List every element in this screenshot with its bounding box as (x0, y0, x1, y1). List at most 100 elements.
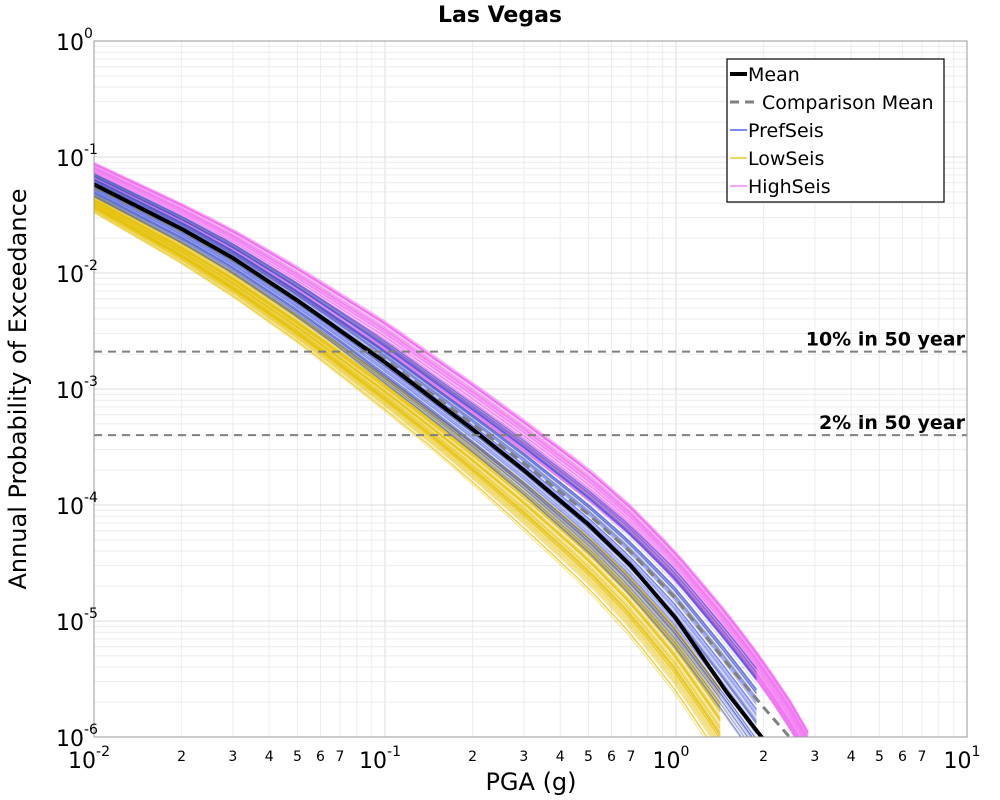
series-line-highseis (94, 171, 804, 737)
series-line-prefseis (94, 175, 757, 680)
series-line-prefseis (94, 193, 749, 737)
series-line-highseis (94, 179, 797, 737)
series-line-lowseis (94, 199, 721, 710)
series-line-highseis (94, 173, 802, 737)
series-line-prefseis (94, 179, 757, 695)
series-line-prefseis (94, 181, 757, 701)
reference-line-label: 2% in 50 year (819, 412, 966, 434)
series-line-prefseis (94, 175, 757, 679)
legend: Mean Comparison Mean PrefSeis LowSeis HighSe… (726, 58, 945, 203)
series-line-highseis (94, 163, 809, 735)
legend-entry: Mean (748, 64, 800, 86)
series-line-prefseis (94, 181, 757, 702)
series-line-highseis (94, 180, 796, 737)
series-line-highseis (94, 169, 806, 737)
series-line-highseis (94, 163, 809, 734)
series-line-prefseis-mix (94, 196, 741, 737)
x-minor-tick-label: 6 (607, 749, 616, 765)
legend-entry: PrefSeis (748, 120, 824, 142)
series-line-highseis (94, 176, 799, 737)
x-minor-tick-label: 2 (759, 749, 768, 765)
series-line-highseis (94, 163, 809, 734)
series-line-lowseis (94, 194, 721, 690)
series-line-highseis (94, 172, 803, 737)
series-line-lowseis (94, 202, 721, 721)
series-line-highseis (94, 163, 809, 735)
series-line-lowseis (94, 206, 721, 737)
series-line-lowseis (94, 194, 721, 690)
x-minor-tick-label: 3 (810, 749, 819, 765)
series-line-lowseis (94, 202, 721, 722)
series-line-lowseis (94, 207, 717, 737)
series-line-lowseis (94, 201, 721, 719)
series-line-prefseis (94, 179, 757, 694)
series-line-lowseis (94, 203, 721, 726)
y-tick-label: 10-6 (56, 722, 98, 752)
series-line-highseis (94, 168, 807, 737)
series-line-lowseis (94, 198, 721, 707)
series-line-prefseis-mix (94, 194, 747, 737)
series-line-lowseis (94, 195, 721, 692)
series-line-highseis (94, 173, 802, 737)
series-line-prefseis (94, 173, 757, 670)
series-line-highseis (94, 163, 809, 734)
legend-box (726, 58, 945, 203)
series-line-prefseis (94, 194, 745, 737)
x-minor-tick-label: 6 (316, 749, 325, 765)
series-line-lowseis (94, 206, 721, 736)
series-line-lowseis (94, 205, 721, 734)
x-minor-tick-label: 7 (335, 749, 344, 765)
series-line-prefseis (94, 178, 757, 690)
series-line-lowseis (94, 202, 721, 722)
series-line-highseis (94, 179, 797, 737)
series-line-prefseis (94, 191, 753, 737)
x-tick-label: 100 (653, 744, 690, 774)
series-line-lowseis (94, 206, 720, 737)
series-line-lowseis (94, 211, 708, 737)
series-line-prefseis (94, 195, 743, 737)
series-line-highseis (94, 180, 796, 737)
series-line-prefseis-mix (94, 178, 757, 691)
x-tick-label: 10-2 (68, 744, 110, 774)
series-line-prefseis (94, 192, 751, 737)
series-line-highseis (94, 177, 799, 737)
series-line-highseis (94, 179, 797, 737)
series-line-prefseis-mix (94, 195, 743, 737)
series-line-lowseis (94, 200, 721, 713)
series-line-lowseis (94, 208, 715, 737)
series-line-lowseis (94, 204, 721, 729)
series-line-highseis (94, 175, 800, 737)
series-line-highseis (94, 175, 800, 737)
series-line-highseis (94, 177, 798, 737)
series-line-highseis (94, 161, 809, 731)
series-line-highseis (94, 163, 809, 734)
series-line-lowseis (94, 199, 721, 709)
series-group (94, 161, 809, 737)
series-line-highseis (94, 174, 801, 737)
series-line-highseis (94, 180, 796, 737)
series-line-highseis (94, 163, 809, 734)
x-minor-tick-label: 5 (875, 749, 884, 765)
series-line-lowseis (94, 205, 721, 735)
legend-entry: HighSeis (748, 176, 831, 198)
series-line-lowseis (94, 200, 721, 714)
series-line-prefseis-mix (94, 174, 757, 673)
series-line-prefseis (94, 176, 757, 681)
series-line-lowseis (94, 200, 721, 713)
x-minor-tick-label: 7 (917, 749, 926, 765)
y-tick-label: 100 (56, 26, 93, 56)
series-line-prefseis (94, 188, 757, 731)
series-line-lowseis (94, 195, 721, 691)
x-minor-tick-label: 3 (228, 749, 237, 765)
series-line-lowseis (94, 206, 721, 737)
series-line-mean (94, 182, 765, 737)
series-line-highseis (94, 166, 809, 737)
series-line-highseis (94, 165, 809, 737)
x-minor-tick-label: 4 (847, 749, 856, 765)
series-line-lowseis (94, 202, 721, 721)
series-line-prefseis (94, 189, 757, 734)
series-line-highseis (94, 171, 804, 737)
series-line-prefseis-mix (94, 192, 753, 737)
